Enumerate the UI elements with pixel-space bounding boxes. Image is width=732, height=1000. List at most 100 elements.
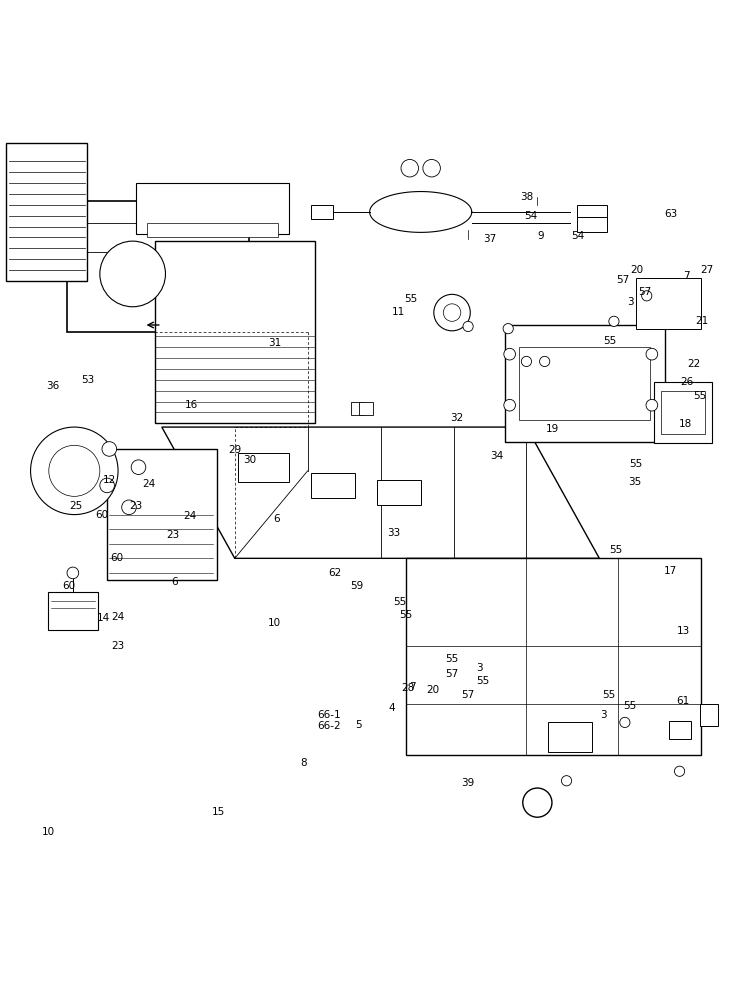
Text: 37: 37 <box>483 234 496 244</box>
Bar <box>578 217 607 232</box>
Circle shape <box>620 717 630 728</box>
Bar <box>311 205 333 219</box>
Text: 14: 14 <box>97 613 110 623</box>
Text: 55: 55 <box>602 690 616 700</box>
Text: 55: 55 <box>476 676 489 686</box>
Circle shape <box>102 442 116 456</box>
Bar <box>311 473 355 498</box>
Bar <box>48 592 97 630</box>
Text: 6: 6 <box>274 514 280 524</box>
Bar <box>12 227 27 241</box>
Text: 26: 26 <box>680 377 693 387</box>
Circle shape <box>646 348 657 360</box>
Circle shape <box>67 567 78 579</box>
Text: 66-2: 66-2 <box>318 721 341 731</box>
Circle shape <box>49 445 100 496</box>
Bar <box>668 721 690 739</box>
Text: 54: 54 <box>571 231 584 241</box>
Text: 24: 24 <box>111 612 124 622</box>
Text: 23: 23 <box>130 501 143 511</box>
Bar <box>107 449 217 580</box>
Text: 3: 3 <box>476 663 482 673</box>
Circle shape <box>503 324 513 334</box>
Circle shape <box>539 356 550 367</box>
Polygon shape <box>9 150 78 165</box>
Text: 38: 38 <box>520 192 533 202</box>
Text: 22: 22 <box>687 359 701 369</box>
Text: 30: 30 <box>243 455 256 465</box>
Bar <box>636 278 701 329</box>
Text: 33: 33 <box>387 528 400 538</box>
Text: 60: 60 <box>62 581 75 591</box>
Text: 55: 55 <box>610 545 623 555</box>
Text: 24: 24 <box>142 479 155 489</box>
Text: 63: 63 <box>664 209 677 219</box>
Circle shape <box>463 321 473 332</box>
Text: 20: 20 <box>631 265 644 275</box>
Text: 66-1: 66-1 <box>318 710 341 720</box>
Polygon shape <box>162 427 600 558</box>
Circle shape <box>504 399 515 411</box>
Circle shape <box>642 291 652 301</box>
Bar <box>519 347 651 420</box>
Bar <box>359 402 373 415</box>
Text: 23: 23 <box>111 641 124 651</box>
Text: 32: 32 <box>450 413 464 423</box>
Text: 6: 6 <box>171 577 179 587</box>
Bar <box>154 241 315 423</box>
Bar <box>351 402 364 415</box>
Text: 3: 3 <box>627 297 633 307</box>
Text: 55: 55 <box>630 459 643 469</box>
Bar <box>147 223 278 237</box>
Bar <box>661 391 705 434</box>
Bar <box>136 183 289 234</box>
Circle shape <box>646 399 657 411</box>
Bar <box>67 201 250 332</box>
Text: 19: 19 <box>545 424 559 434</box>
Text: 23: 23 <box>166 530 179 540</box>
Circle shape <box>131 460 146 474</box>
Text: 13: 13 <box>676 626 690 636</box>
Bar <box>377 480 421 505</box>
Text: 16: 16 <box>184 400 198 410</box>
Text: 57: 57 <box>461 690 475 700</box>
Text: 57: 57 <box>446 669 459 679</box>
Text: 55: 55 <box>604 336 617 346</box>
Text: 15: 15 <box>212 807 225 817</box>
Bar <box>151 190 239 234</box>
Circle shape <box>521 356 531 367</box>
Text: 9: 9 <box>538 231 545 241</box>
Text: 62: 62 <box>329 568 342 578</box>
Text: 35: 35 <box>628 477 641 487</box>
Bar <box>548 722 592 752</box>
Text: 55: 55 <box>624 701 637 711</box>
Text: 39: 39 <box>461 778 475 788</box>
Circle shape <box>523 788 552 817</box>
Text: 7: 7 <box>409 682 416 692</box>
Text: 18: 18 <box>679 419 692 429</box>
Text: 10: 10 <box>269 618 281 628</box>
Circle shape <box>434 294 470 331</box>
Circle shape <box>31 427 118 515</box>
Circle shape <box>609 316 619 326</box>
Circle shape <box>444 304 461 321</box>
Text: 31: 31 <box>268 338 282 348</box>
Text: 28: 28 <box>402 683 415 693</box>
Text: 36: 36 <box>46 381 59 391</box>
Circle shape <box>122 500 136 515</box>
Text: 10: 10 <box>42 827 56 837</box>
Text: 55: 55 <box>446 654 459 664</box>
Polygon shape <box>406 558 701 755</box>
Text: 8: 8 <box>301 758 307 768</box>
Circle shape <box>423 159 441 177</box>
Text: 60: 60 <box>110 553 123 563</box>
Text: 55: 55 <box>394 597 407 607</box>
Text: 7: 7 <box>684 271 690 281</box>
Bar <box>578 205 607 219</box>
Bar <box>504 325 665 442</box>
Text: 17: 17 <box>664 566 677 576</box>
Text: 34: 34 <box>490 451 504 461</box>
Bar <box>700 704 718 726</box>
Text: 21: 21 <box>695 316 708 326</box>
Circle shape <box>504 348 515 360</box>
